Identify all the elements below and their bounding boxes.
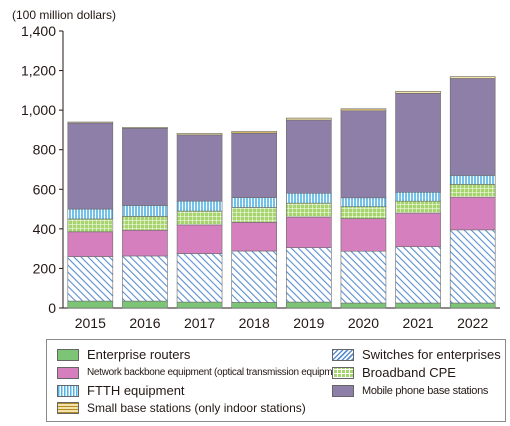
bar-segment [122, 128, 168, 206]
bar-segment [449, 302, 496, 309]
bar-segment [67, 231, 114, 257]
bar-segment [176, 132, 223, 136]
legend-item-network-backbone-equipment: Network backbone equipment (optical tran… [57, 366, 349, 380]
bar-segment [67, 256, 114, 302]
bar-segment [231, 222, 277, 252]
bar-segment [395, 302, 441, 309]
legend-swatch [332, 385, 354, 397]
legend-item-broadband-cpe: Broadband CPE [332, 366, 456, 380]
bar-segment [231, 131, 277, 134]
legend-item-small-base-stations: Small base stations (only indoor station… [57, 401, 306, 415]
bar-segment [122, 205, 168, 217]
y-tick-label: 800 [33, 142, 57, 158]
bar-segment [449, 175, 496, 185]
bar-segment [176, 134, 223, 202]
bar-segment [340, 110, 387, 199]
bar-segment [67, 208, 114, 220]
bar-segment [67, 121, 114, 124]
y-tick-label: 1,400 [21, 23, 56, 39]
bar-segment [231, 197, 277, 208]
bar-segment [395, 246, 441, 304]
bar-segment [340, 250, 387, 304]
bar-segment [231, 250, 277, 303]
chart-axes: 0 200 400 600 800 1,000 1,200 1,400 2015 2016 2017… [21, 23, 500, 331]
bar-segment [395, 91, 441, 94]
y-tick-label: 600 [33, 181, 57, 197]
bar-segment [176, 224, 223, 254]
legend-item-ftth-equipment: FTTH equipment [57, 384, 185, 398]
bar-segment [122, 216, 168, 231]
bar-segment [286, 216, 332, 248]
bar-segment [286, 192, 332, 204]
chart-legend: Enterprise routers Switches for enterpri… [46, 339, 506, 422]
legend-swatch [332, 367, 354, 379]
bar-segment [122, 127, 168, 129]
bar-segment [67, 122, 114, 210]
legend-swatch [57, 385, 79, 397]
bar-segment [340, 302, 387, 309]
legend-swatch [332, 349, 354, 361]
y-tick-label: 0 [48, 300, 56, 316]
bar-segment [395, 191, 441, 202]
bar-segment [176, 301, 223, 309]
bar-segment [449, 196, 496, 231]
x-tick-label: 2015 [75, 315, 106, 331]
legend-item-switches-for-enterprises: Switches for enterprises [332, 348, 501, 362]
bar-segment [231, 302, 277, 309]
y-tick-label: 1,200 [21, 63, 56, 79]
bar-segment [286, 202, 332, 218]
x-tick-label: 2017 [184, 315, 215, 331]
x-tick-label: 2020 [348, 315, 379, 331]
bar-segment [449, 76, 496, 79]
bar-segment [286, 301, 332, 309]
bar-segment [176, 210, 223, 226]
chart-bars [67, 76, 496, 309]
x-tick-label: 2021 [402, 315, 433, 331]
bar-segment [340, 197, 387, 207]
bar-segment [122, 300, 168, 309]
bar-segment [340, 108, 387, 112]
y-tick-label: 200 [33, 260, 57, 276]
bar-segment [286, 119, 332, 194]
bar-segment [395, 212, 441, 247]
legend-swatch [57, 349, 79, 361]
bar-segment [231, 132, 277, 198]
bar-segment [67, 300, 114, 309]
bar-segment [449, 184, 496, 198]
bar-segment [340, 206, 387, 219]
y-tick-label: 400 [33, 221, 57, 237]
bar-segment [286, 117, 332, 121]
bar-segment [395, 200, 441, 214]
x-tick-label: 2022 [457, 315, 488, 331]
legend-swatch [57, 402, 79, 414]
legend-item-enterprise-routers: Enterprise routers [57, 348, 190, 362]
bar-segment [176, 253, 223, 303]
bar-segment [340, 218, 387, 252]
x-tick-label: 2018 [239, 315, 270, 331]
bar-segment [449, 229, 496, 304]
legend-swatch [57, 367, 79, 379]
legend-item-mobile-phone-base-stations: Mobile phone base stations [332, 384, 488, 398]
bar-segment [449, 78, 496, 176]
y-unit-label: (100 million dollars) [12, 8, 116, 22]
bar-segment [67, 218, 114, 233]
stacked-bar-chart: (100 million dollars) 0 200 400 600 800 1,000… [12, 8, 500, 331]
bar-segment [176, 200, 223, 212]
bar-segment [122, 255, 168, 302]
bar-segment [395, 93, 441, 193]
x-tick-label: 2016 [129, 315, 160, 331]
bar-segment [286, 247, 332, 303]
x-tick-label: 2019 [293, 315, 324, 331]
y-tick-label: 1,000 [21, 102, 56, 118]
bar-segment [122, 229, 168, 257]
bar-segment [231, 207, 277, 223]
